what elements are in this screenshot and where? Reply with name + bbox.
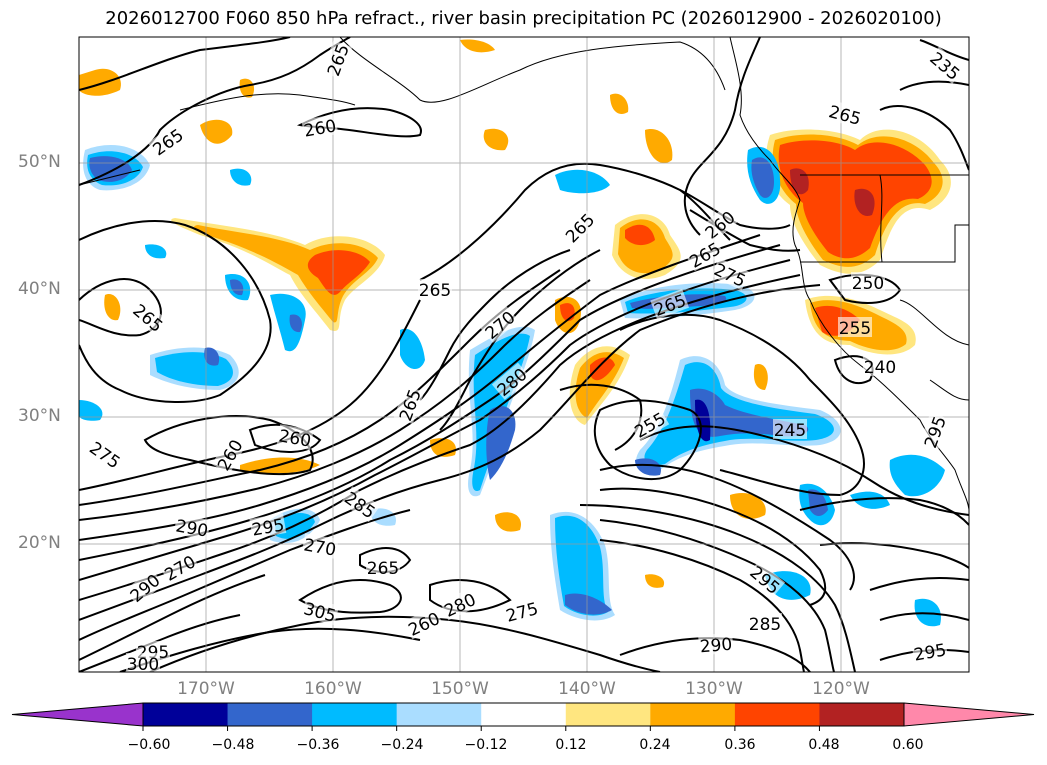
lon-label-170w: 170°W (177, 679, 235, 699)
lon-label-160w: 160°W (304, 679, 362, 699)
contour-label-bg (211, 434, 247, 475)
colorbar-segment (312, 703, 398, 726)
colorbar-tick-label: 0.12 (555, 737, 587, 753)
colorbar-segment (143, 703, 229, 726)
contour-label-bg (126, 653, 160, 673)
contour-label-bg (124, 568, 164, 606)
colorbar-extend-min (11, 702, 144, 727)
contour-label-bg (710, 257, 751, 291)
map-title: 2026012700 F060 850 hPa refract., river … (105, 8, 942, 29)
colorbar-segment (565, 703, 651, 726)
contour-label: 290 (699, 635, 733, 658)
colorbar-tick-label: 0.24 (639, 737, 671, 753)
lon-label-150w: 150°W (431, 679, 489, 699)
lon-label-140w: 140°W (558, 679, 616, 699)
contour-label-bg (479, 305, 519, 343)
contour-label-bg (403, 606, 444, 640)
contour-label-bg (826, 99, 865, 129)
contour-label: 245 (774, 421, 806, 441)
contour-label-bg (560, 208, 599, 247)
colorbar-segment (650, 703, 736, 726)
colorbar-segment (734, 703, 820, 726)
lat-label-30n: 30°N (18, 406, 61, 426)
contour-label-bg (650, 288, 690, 320)
contour-label-bg (698, 632, 734, 656)
colorbar-tick-label: −0.36 (296, 737, 340, 753)
colorbar-segment (227, 703, 313, 726)
contour-label-bg (491, 362, 531, 400)
contour-label-bg (249, 513, 287, 539)
contour-label-bg (773, 419, 807, 439)
lon-label-120w: 120°W (812, 679, 870, 699)
lat-label-40n: 40°N (18, 279, 61, 299)
graticule (79, 37, 969, 672)
contour-label-bg (159, 549, 200, 585)
contour-label-bg (147, 123, 188, 160)
contour-label: 265 (367, 559, 399, 579)
lat-label-20n: 20°N (18, 533, 61, 553)
contour-label-bg (926, 46, 966, 84)
contour-label-bg (851, 272, 885, 292)
colorbar-tick-label: 0.48 (808, 737, 840, 753)
contour-label-bg (911, 638, 949, 664)
contour-label: 300 (127, 655, 159, 675)
contour-label-bg (918, 412, 950, 452)
contour-label-bg (393, 385, 425, 425)
contour-label-bg (301, 533, 339, 559)
contour-label: 265 (419, 281, 451, 301)
colorbar-tick-label: −0.12 (464, 737, 508, 753)
map-frame (78, 36, 970, 673)
colorbar-frame (142, 702, 905, 727)
contour-label-bg (699, 205, 739, 243)
contour-label-bg (746, 560, 786, 598)
colorbar (11, 702, 1035, 731)
contour-label-bg (340, 486, 381, 523)
colorbar-segment (396, 703, 482, 726)
colorbar-extend-max (903, 702, 1035, 727)
contour-label-bg (838, 317, 872, 337)
contour-label: 285 (749, 615, 781, 635)
contour-label-bg (301, 114, 339, 140)
contour-label-bg (173, 514, 211, 540)
colorbar-segment (819, 703, 905, 726)
precipitation-shading (79, 39, 951, 627)
colorbar-tick-label: 0.60 (892, 737, 924, 753)
contour-label: 255 (839, 319, 871, 339)
contour-label: 250 (852, 274, 884, 294)
contour-label-bg (85, 436, 126, 473)
colorbar-tick-label: −0.60 (127, 737, 171, 753)
colorbar-segment (481, 703, 567, 726)
contour-label-bg (301, 596, 340, 626)
colorbar-tick-label: −0.48 (211, 737, 255, 753)
colorbar-tick-label: −0.24 (380, 737, 424, 753)
contour-label-bg (629, 406, 670, 442)
contour-label-bg (863, 356, 897, 376)
contour-label-bg (502, 596, 541, 626)
lon-label-130w: 130°W (685, 679, 743, 699)
contour-label-bg (366, 557, 400, 577)
contour-label: 240 (864, 358, 896, 378)
contour-label-bg (418, 279, 452, 299)
contour-label-bg (748, 613, 782, 633)
lat-label-50n: 50°N (18, 152, 61, 172)
colorbar-tick-label: 0.36 (724, 737, 756, 753)
contour-label-bg (439, 587, 480, 621)
contour-label-bg (276, 424, 314, 450)
contour-label-bg (684, 236, 725, 272)
contour-label-bg (129, 298, 169, 336)
contour-label-bg (321, 40, 353, 80)
